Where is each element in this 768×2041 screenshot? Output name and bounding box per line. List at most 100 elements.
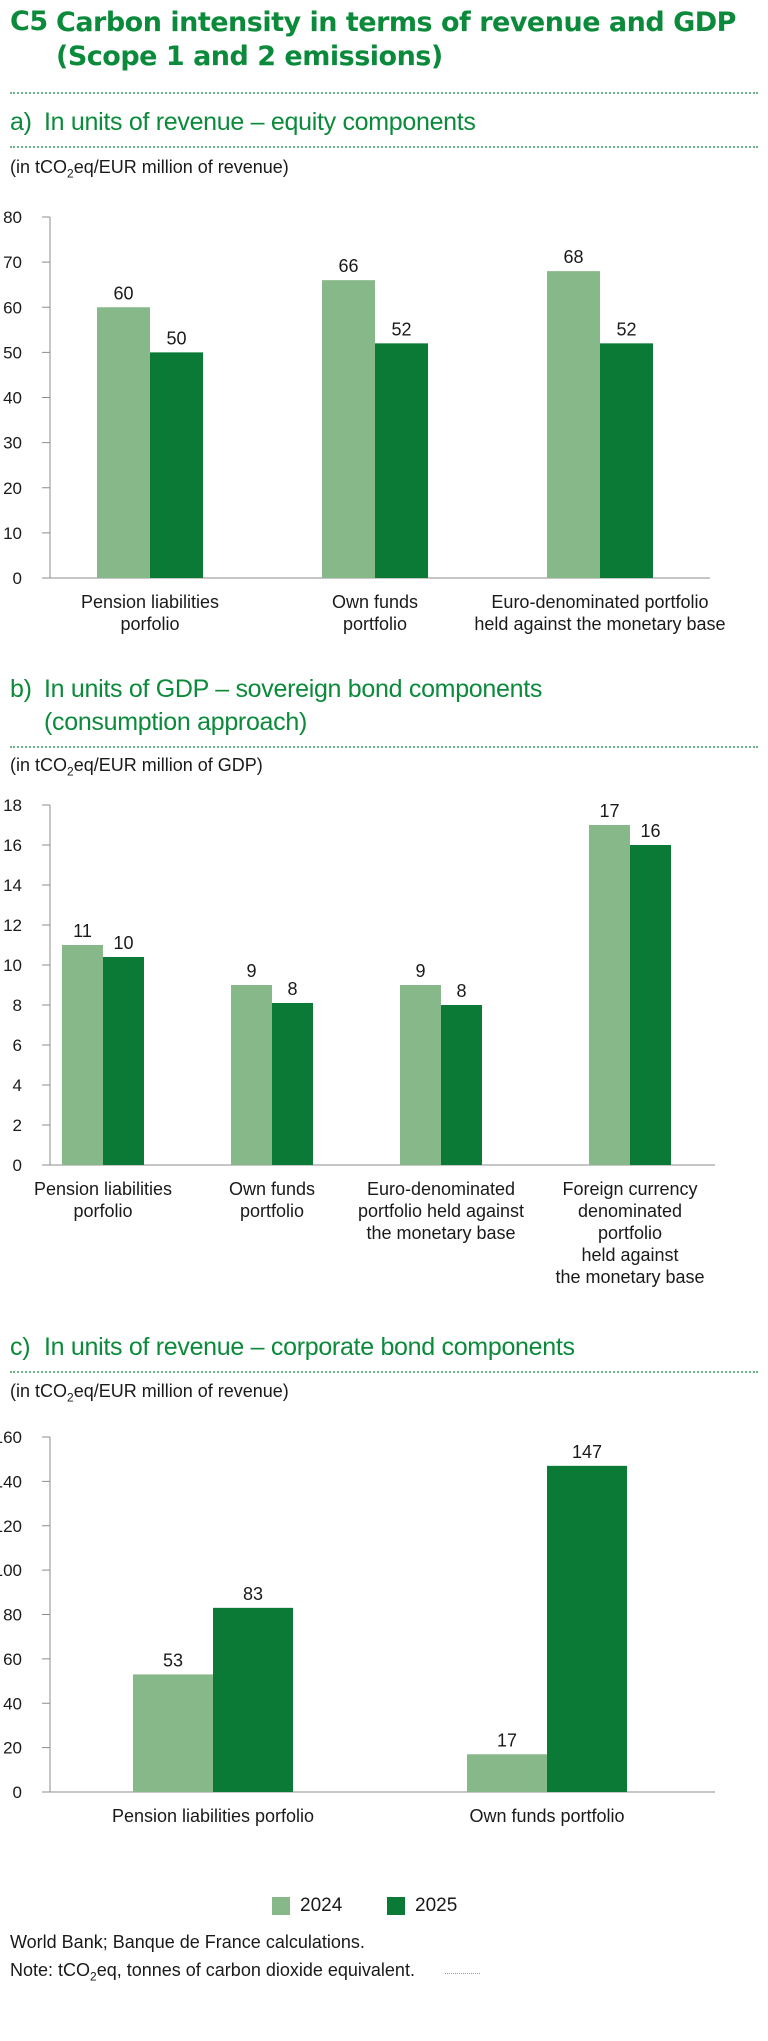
y-tick-label: 40 <box>3 1694 22 1713</box>
y-tick-label: 80 <box>3 1606 22 1625</box>
y-tick-label: 8 <box>13 996 22 1015</box>
bar-2025 <box>547 1465 627 1792</box>
data-label: 10 <box>113 933 133 953</box>
chart-legend: 2024 2025 <box>0 1895 768 1921</box>
bar-2024 <box>322 280 375 578</box>
panel-c-label: c) <box>10 1333 31 1361</box>
panel-a-divider <box>10 146 758 148</box>
y-tick-label: 30 <box>3 434 22 453</box>
source-note: World Bank; Banque de France calculation… <box>10 1932 365 1952</box>
figure-title: Carbon intensity in terms of revenue and… <box>56 7 736 72</box>
data-label: 8 <box>287 979 297 999</box>
y-tick-label: 70 <box>3 253 22 272</box>
bar-2024 <box>133 1674 213 1792</box>
panel-a-unit-label: (in tCO2eq/EUR million of revenue) <box>10 157 289 181</box>
legend-swatch-2024 <box>272 1897 290 1915</box>
legend-label-2024: 2024 <box>300 1895 343 1916</box>
bar-2025 <box>103 957 144 1165</box>
y-tick-label: 14 <box>3 876 22 895</box>
panel-b-label: b) <box>10 675 32 703</box>
y-tick-label: 50 <box>3 343 22 362</box>
legend-label-2025: 2025 <box>415 1895 458 1916</box>
category-label: Euro-denominated portfolio held against th… <box>358 1179 524 1243</box>
data-label: 83 <box>243 1584 263 1604</box>
data-label: 147 <box>572 1442 602 1462</box>
data-label: 17 <box>599 801 619 821</box>
panel-b-title-text: In units of GDP – sovereign bond compone… <box>44 675 543 736</box>
panel-a-bar-chart: 0 10 20 30 40 50 60 70 80 60 66 68 50 52 52 Pension lia… <box>3 208 726 634</box>
data-label: 50 <box>166 328 186 348</box>
panel-a-title: a) In units of revenue – equity componen… <box>10 106 758 139</box>
header-divider <box>10 92 758 94</box>
bar-2025 <box>630 845 671 1165</box>
category-label: Pension liabilities porfolio <box>81 592 219 634</box>
y-tick-label: 0 <box>13 569 22 588</box>
bar-2024 <box>467 1754 547 1792</box>
panel-c-bar-chart: 0 20 40 60 80 100 120 140 160 53 17 83 147 Pension li… <box>0 1428 715 1826</box>
category-label: Pension liabilities porfolio <box>112 1806 314 1826</box>
y-tick-label: 100 <box>0 1561 22 1580</box>
y-tick-label: 40 <box>3 389 22 408</box>
data-label: 52 <box>616 319 636 339</box>
y-tick-label: 60 <box>3 298 22 317</box>
y-tick-label: 60 <box>3 1650 22 1669</box>
y-tick-label: 18 <box>3 796 22 815</box>
y-tick-label: 20 <box>3 1739 22 1758</box>
data-label: 52 <box>391 319 411 339</box>
bar-2024 <box>547 271 600 578</box>
bar-2025 <box>375 343 428 578</box>
bar-2025 <box>272 1003 313 1165</box>
legend-item-2025: 2025 <box>387 1895 457 1917</box>
data-label: 53 <box>163 1650 183 1670</box>
y-tick-label: 4 <box>13 1076 22 1095</box>
y-tick-label: 80 <box>3 208 22 227</box>
panel-a-title-text: In units of revenue – equity components <box>44 108 476 136</box>
category-label: Own funds portfolio <box>332 592 418 634</box>
y-tick-label: 0 <box>13 1783 22 1802</box>
panel-a-label: a) <box>10 108 32 136</box>
category-label: Pension liabilities porfolio <box>34 1179 172 1221</box>
bar-2025 <box>213 1607 293 1792</box>
data-label: 11 <box>73 921 92 941</box>
y-tick-label: 10 <box>3 956 22 975</box>
y-tick-label: 12 <box>3 916 22 935</box>
bar-2024 <box>400 985 441 1165</box>
figure-code: C5 <box>10 6 48 37</box>
data-label: 16 <box>640 821 660 841</box>
panel-b-bar-chart: 0 2 4 6 8 10 12 14 16 18 11 9 9 17 10 8 8 16 Pension liabi… <box>3 796 715 1287</box>
y-tick-label: 0 <box>13 1156 22 1175</box>
bar-2025 <box>441 1005 482 1165</box>
data-label: 68 <box>563 247 583 267</box>
data-label: 8 <box>456 981 466 1001</box>
data-label: 17 <box>497 1730 517 1750</box>
footer-dots <box>445 1973 480 1974</box>
y-tick-label: 140 <box>0 1472 22 1491</box>
legend-item-2024: 2024 <box>272 1895 342 1917</box>
y-tick-label: 2 <box>13 1116 22 1135</box>
panel-b-title: b) In units of GDP – sovereign bond comp… <box>10 673 758 736</box>
data-label: 66 <box>338 256 358 276</box>
panel-b-divider <box>10 746 758 748</box>
panel-c-divider <box>10 1371 758 1373</box>
legend-swatch-2025 <box>387 1897 405 1915</box>
data-label: 9 <box>415 961 425 981</box>
y-tick-label: 16 <box>3 836 22 855</box>
y-tick-label: 160 <box>0 1428 22 1447</box>
bar-2024 <box>62 945 103 1165</box>
panel-c-title: c) In units of revenue – corporate bond … <box>10 1331 758 1364</box>
footnote: Note: tCO2eq, tonnes of carbon dioxide e… <box>10 1960 415 1984</box>
bar-2025 <box>150 352 203 578</box>
category-label: Own funds portfolio <box>229 1179 315 1221</box>
panel-c-title-text: In units of revenue – corporate bond com… <box>44 1333 575 1361</box>
y-tick-label: 20 <box>3 479 22 498</box>
data-label: 60 <box>113 283 133 303</box>
category-label: Own funds portfolio <box>469 1806 624 1826</box>
category-label: Foreign currency denominated portfolio held… <box>555 1179 704 1287</box>
bar-2024 <box>589 825 630 1165</box>
panel-b-unit-label: (in tCO2eq/EUR million of GDP) <box>10 755 263 779</box>
data-label: 9 <box>246 961 256 981</box>
y-tick-label: 6 <box>13 1036 22 1055</box>
panel-c-unit-label: (in tCO2eq/EUR million of revenue) <box>10 1381 289 1405</box>
bar-2024 <box>97 307 150 578</box>
y-tick-label: 10 <box>3 524 22 543</box>
